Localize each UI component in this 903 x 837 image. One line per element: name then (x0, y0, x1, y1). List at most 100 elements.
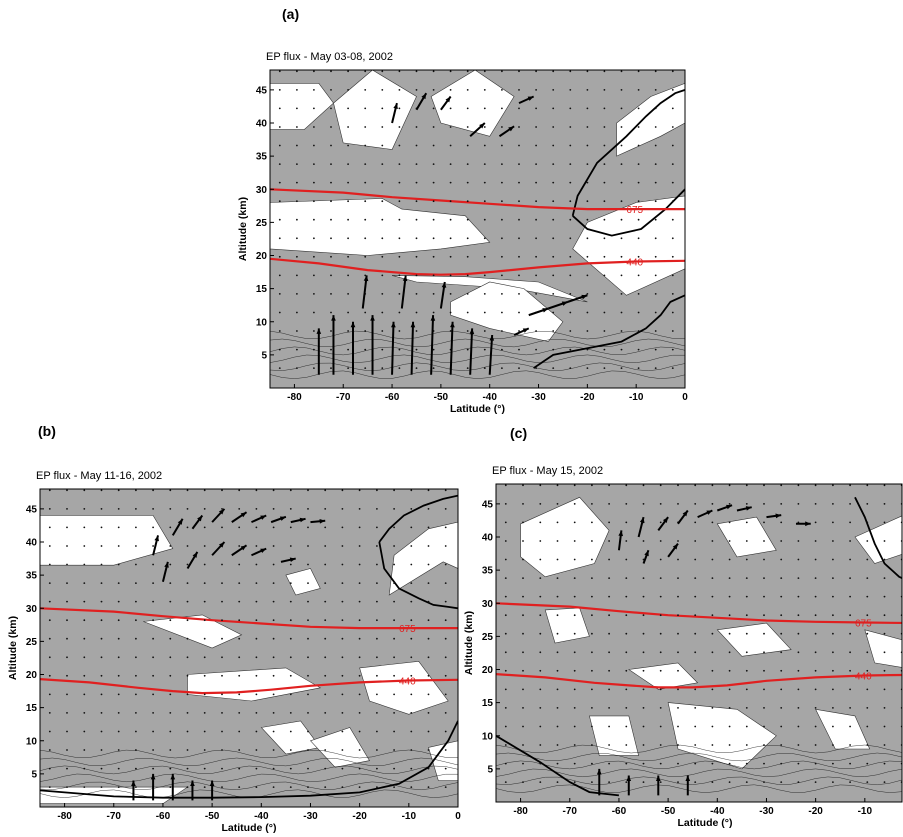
y-tick-label: 40 (482, 533, 494, 544)
flux-dot (432, 163, 435, 165)
flux-dot (556, 725, 559, 728)
flux-dot (100, 693, 103, 696)
flux-dot (728, 540, 731, 542)
flux-dot (603, 311, 606, 314)
flux-dot (780, 484, 783, 487)
flux-dot (415, 330, 418, 332)
flux-dot (415, 367, 418, 369)
flux-dot (780, 577, 783, 579)
isentrope-label-440: 440 (399, 676, 416, 687)
white-region-0 (270, 82, 334, 130)
flux-dot (324, 730, 327, 733)
x-axis-label: Latitude (°) (678, 817, 733, 829)
flux-dot (535, 218, 537, 221)
flux-dot (745, 725, 748, 728)
flux-dot (186, 637, 189, 640)
flux-dot (381, 218, 384, 221)
isentrope-675 (270, 188, 685, 211)
flux-dot (535, 367, 537, 369)
contour-line (40, 773, 458, 783)
zero-contour-1 (378, 494, 458, 543)
flux-dot (637, 367, 640, 369)
flux-dot (341, 526, 344, 529)
flux-dot (324, 600, 327, 603)
flux-dot (501, 293, 503, 295)
flux-dot (539, 595, 542, 598)
flux-dot (393, 508, 395, 510)
flux-dot (637, 237, 640, 240)
flux-dot (255, 656, 258, 659)
flux-dot (364, 255, 367, 258)
flux-dot (694, 503, 697, 505)
chart-title: EP flux - May 03-08, 2002 (266, 51, 393, 63)
y-tick-label: 45 (256, 85, 268, 96)
flux-dot (745, 521, 748, 524)
flux-dot (117, 786, 120, 788)
flux-dot (117, 674, 120, 677)
flux-dot (427, 600, 430, 603)
flux-dot (814, 521, 817, 524)
flux-dot (814, 781, 817, 783)
flux-dot (410, 712, 413, 714)
y-axis-label: Altitude (km) (7, 616, 19, 680)
flux-dot (324, 489, 327, 492)
flux-dot (83, 693, 86, 696)
isentrope-675 (496, 602, 902, 625)
flux-dot (330, 311, 332, 314)
flux-dot (642, 781, 645, 783)
flux-dot (780, 651, 783, 654)
flux-dot (169, 619, 172, 622)
flux-dot (466, 237, 469, 240)
flux-dot (398, 126, 401, 128)
flux-arrow-head (542, 308, 549, 313)
flux-dot (48, 637, 51, 640)
flux-dot (238, 582, 241, 584)
flux-dot (466, 255, 469, 258)
flux-dot (849, 744, 851, 746)
flux-dot (883, 484, 886, 487)
flux-dot (364, 107, 367, 110)
flux-dot (573, 725, 576, 728)
flux-dot (238, 749, 241, 751)
flux-dot (221, 526, 223, 529)
flux-dot (393, 563, 395, 566)
flux-dot (48, 545, 51, 547)
flux-dot (711, 540, 714, 542)
x-tick-label: -60 (612, 806, 627, 817)
white-region-7 (359, 660, 449, 715)
flux-dot (393, 767, 395, 770)
flux-dot (504, 632, 507, 635)
plot-area: 675 440 (496, 484, 902, 802)
flux-dot (501, 218, 503, 221)
flux-dot (238, 600, 241, 603)
flux-dot (849, 503, 851, 505)
flux-dot (347, 348, 349, 351)
flux-dot (427, 637, 430, 640)
zero-contour-2 (533, 294, 685, 369)
flux-arrow-head (618, 530, 624, 537)
flux-dot (745, 707, 748, 709)
flux-dot (272, 712, 275, 714)
flux-dot (289, 693, 292, 696)
flux-arrow-head (441, 282, 447, 288)
white-region-9 (428, 740, 458, 781)
flux-dot (659, 781, 662, 783)
flux-dot (573, 484, 576, 487)
chart-a: EP flux - May 03-08, 2002 675 440 -80 -70 -60… (237, 51, 688, 415)
flux-dot (535, 70, 537, 73)
flux-dot (330, 255, 332, 258)
flux-dot (552, 330, 555, 332)
flux-arrow-head (682, 510, 688, 517)
flux-dot (814, 651, 817, 654)
flux-dot (591, 577, 593, 579)
flux-arrow (488, 334, 494, 375)
flux-dot (117, 619, 120, 622)
flux-dot (398, 293, 401, 295)
flux-dot (504, 762, 507, 765)
y-tick-label: 35 (482, 566, 494, 577)
flux-dot (341, 749, 344, 751)
flux-dot (637, 163, 640, 165)
flux-dot (289, 526, 292, 529)
y-tick-label: 10 (256, 317, 268, 328)
flux-dot (432, 348, 435, 351)
